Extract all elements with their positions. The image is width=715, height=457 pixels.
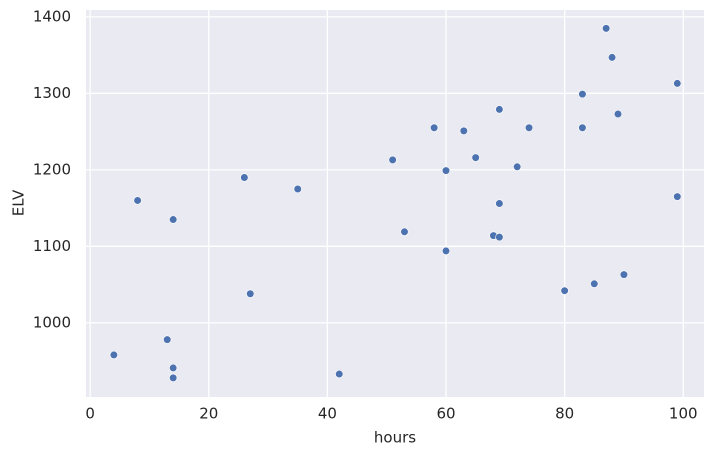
y-tick-label: 1000 <box>33 313 71 331</box>
scatter-point <box>169 215 178 224</box>
scatter-point <box>459 126 468 135</box>
x-axis-label: hours <box>374 429 416 447</box>
scatter-point <box>246 289 255 298</box>
x-tick-label: 20 <box>199 405 218 423</box>
scatter-point <box>388 155 397 165</box>
y-tick-label: 1300 <box>33 84 71 102</box>
scatter-point <box>673 79 682 88</box>
x-tick-label: 40 <box>318 405 337 423</box>
scatter-point <box>471 153 480 162</box>
scatter-point <box>163 335 172 344</box>
scatter-point <box>607 53 617 62</box>
scatter-point <box>400 227 409 236</box>
y-axis-label: ELV <box>10 189 28 216</box>
scatter-point <box>293 184 302 194</box>
x-tick-label: 60 <box>436 405 455 423</box>
y-tick-label: 1400 <box>33 7 71 25</box>
y-tick-label: 1100 <box>33 237 71 255</box>
scatter-point <box>524 123 534 132</box>
scatter-point <box>441 246 451 256</box>
scatter-point <box>495 199 504 208</box>
scatter-point <box>169 373 178 382</box>
scatter-point <box>335 369 344 379</box>
scatter-point <box>673 192 682 201</box>
scatter-point <box>613 109 623 119</box>
scatter-point <box>109 350 118 360</box>
scatter-point <box>133 196 142 205</box>
scatter-point <box>513 162 522 171</box>
plot-area <box>86 10 704 397</box>
scatter-point <box>590 279 599 288</box>
scatter-point <box>441 166 451 175</box>
scatter-point <box>602 24 611 33</box>
scatter-point <box>578 90 587 99</box>
scatter-point <box>430 123 439 132</box>
y-tick-label: 1200 <box>33 160 71 178</box>
scatter-point <box>619 270 629 279</box>
x-tick-label: 100 <box>669 405 698 423</box>
scatter-point <box>240 173 249 182</box>
scatter-point <box>578 123 587 132</box>
scatter-point <box>495 105 504 114</box>
scatter-point <box>495 233 504 242</box>
scatter-point <box>169 363 178 373</box>
scatter-point <box>560 286 569 295</box>
x-tick-label: 0 <box>85 405 95 423</box>
x-tick-label: 80 <box>555 405 574 423</box>
